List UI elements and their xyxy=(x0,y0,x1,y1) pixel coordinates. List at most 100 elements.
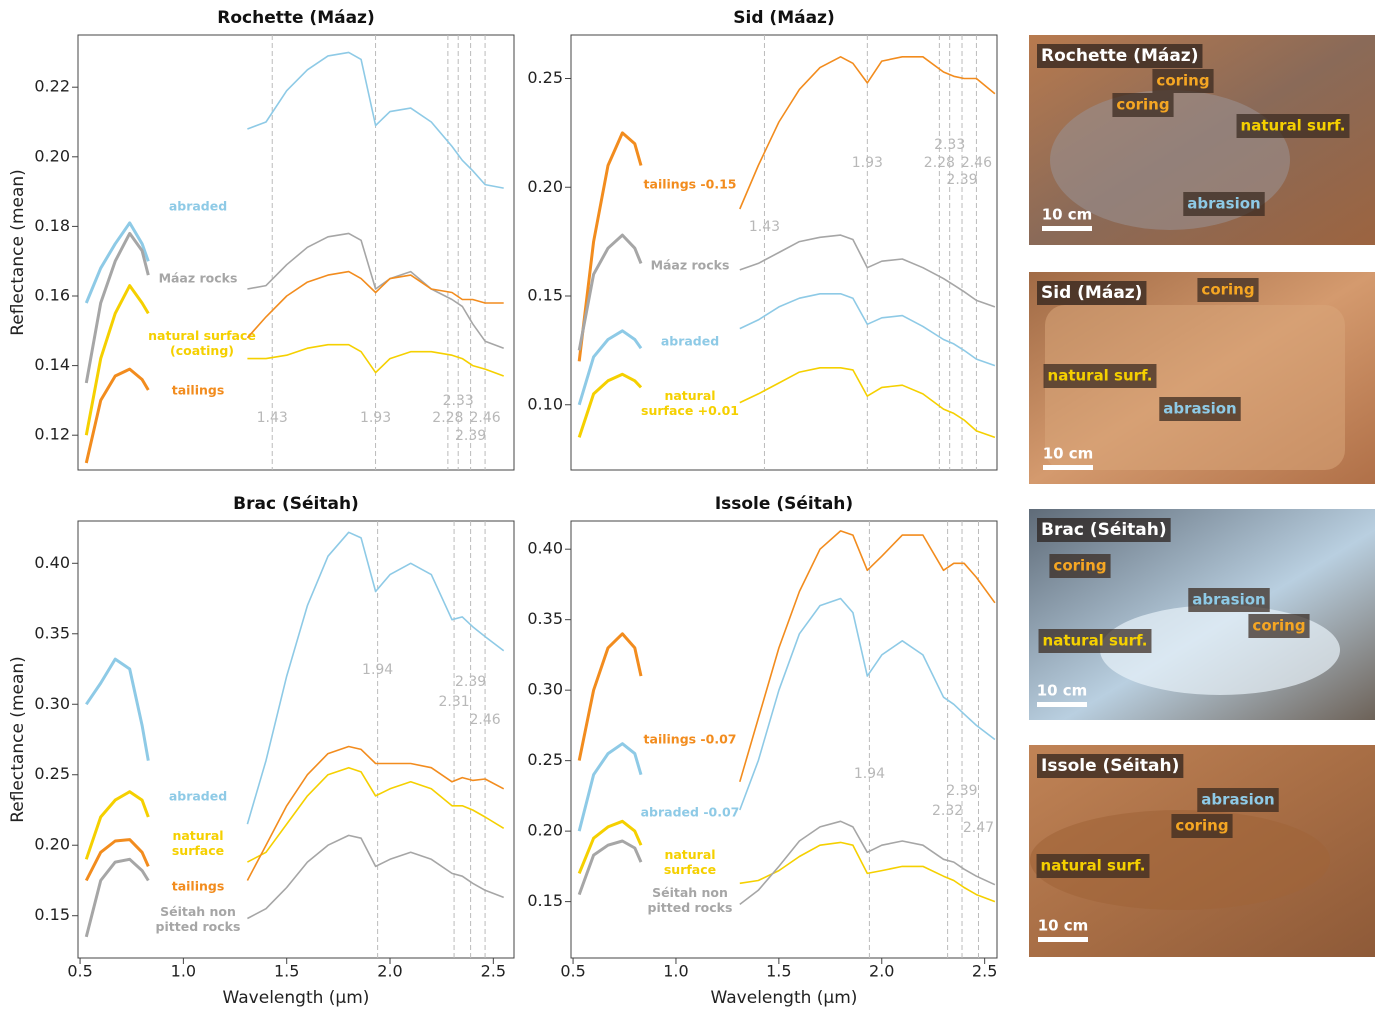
band-label: 2.28 xyxy=(924,155,955,171)
y-tick-label: 0.20 xyxy=(527,177,563,196)
label-box xyxy=(1248,614,1310,638)
spectrum-line xyxy=(84,790,150,860)
label-box xyxy=(1049,554,1111,578)
series-label: Máaz rocks xyxy=(159,271,238,286)
spectrum-line xyxy=(577,329,643,406)
band-label: 2.31 xyxy=(438,694,469,710)
y-tick-label: 0.25 xyxy=(527,750,563,769)
photo-title: Sid (Máaz) xyxy=(1041,283,1142,303)
series-label: abraded xyxy=(169,789,227,804)
label-box xyxy=(1197,278,1259,302)
x-axis-label: Wavelength (µm) xyxy=(711,988,858,1008)
chart-title: Sid (Máaz) xyxy=(733,8,834,28)
spectrum-line xyxy=(84,857,150,938)
spectrum-line xyxy=(739,597,996,811)
band-label: 2.46 xyxy=(469,410,500,426)
spectrum-line xyxy=(247,232,504,349)
y-tick-label: 0.25 xyxy=(34,764,70,783)
label-box xyxy=(1171,814,1233,838)
band-label: 1.93 xyxy=(852,155,883,171)
photo-label: natural surf. xyxy=(1041,857,1146,875)
label-box xyxy=(1236,114,1350,138)
series-label: natural surface xyxy=(664,847,716,877)
plot-frame xyxy=(77,520,515,959)
photo-label: natural surf. xyxy=(1241,117,1346,135)
y-tick-label: 0.15 xyxy=(527,891,563,910)
label-box xyxy=(1043,364,1157,388)
photo-label: natural surf. xyxy=(1048,367,1153,385)
photo-title: Issole (Séitah) xyxy=(1041,756,1179,776)
y-tick-label: 0.35 xyxy=(34,623,70,642)
label-box xyxy=(1188,588,1270,612)
series-label: abraded xyxy=(661,334,719,349)
y-tick-label: 0.30 xyxy=(527,680,563,699)
band-label: 2.47 xyxy=(963,820,994,836)
label-box xyxy=(1159,397,1241,421)
series-label: natural surface (coating) xyxy=(148,328,256,358)
x-tick-label: 2.5 xyxy=(481,962,506,981)
spectrum-line xyxy=(246,270,504,339)
photo-label: natural surf. xyxy=(1043,632,1148,650)
series-label: tailings xyxy=(172,383,225,398)
y-tick-label: 0.22 xyxy=(34,77,70,96)
spectrum-line xyxy=(577,819,643,874)
series-label: abraded xyxy=(169,199,227,214)
label-box xyxy=(1112,93,1174,117)
band-label: 1.93 xyxy=(360,410,391,426)
photo-label: coring xyxy=(1201,281,1254,299)
y-tick-label: 0.20 xyxy=(34,835,70,854)
x-tick-label: 1.5 xyxy=(274,962,299,981)
band-label: 2.28 xyxy=(432,410,463,426)
photo-label: abrasion xyxy=(1163,400,1236,418)
spectrum-line xyxy=(84,231,150,384)
y-tick-label: 0.20 xyxy=(527,821,563,840)
photo-label: abrasion xyxy=(1187,195,1260,213)
chart-title: Rochette (Máaz) xyxy=(217,8,374,28)
spectrum-line xyxy=(577,131,643,362)
band-label: 1.43 xyxy=(749,219,780,235)
spectrum-line xyxy=(247,834,504,920)
photo-label: coring xyxy=(1175,817,1228,835)
band-label: 2.32 xyxy=(932,803,963,819)
plot-frame xyxy=(570,520,998,959)
x-tick-label: 0.5 xyxy=(67,962,92,981)
y-tick-label: 0.16 xyxy=(34,286,70,305)
series-label: abraded -0.07 xyxy=(641,805,740,820)
spectrum-line xyxy=(739,293,996,367)
photo-title: Rochette (Máaz) xyxy=(1041,46,1198,66)
spectrum-line xyxy=(739,820,996,906)
spectrum-line xyxy=(577,632,643,761)
series-label: Máaz rocks xyxy=(651,258,730,273)
photo-label: abrasion xyxy=(1201,791,1274,809)
y-tick-label: 0.30 xyxy=(34,694,70,713)
x-tick-label: 2.0 xyxy=(869,962,894,981)
band-label: 2.33 xyxy=(934,137,965,153)
plot-frame xyxy=(77,34,515,471)
spectrum-line xyxy=(739,56,996,210)
spectrum-line xyxy=(247,766,505,863)
spectrum-line xyxy=(84,838,150,882)
y-tick-label: 0.15 xyxy=(527,286,563,305)
band-label: 1.94 xyxy=(854,766,885,782)
y-axis-label: Reflectance (mean) xyxy=(8,169,28,336)
spectrum-line xyxy=(577,742,643,832)
label-box xyxy=(1037,754,1184,778)
chart-title: Brac (Séitah) xyxy=(233,494,359,514)
series-label: natural surface +0.01 xyxy=(641,388,739,418)
photo-label: coring xyxy=(1053,557,1106,575)
band-label: 2.46 xyxy=(961,155,992,171)
band-label: 1.43 xyxy=(257,410,288,426)
band-label: 1.94 xyxy=(362,662,393,678)
x-tick-label: 1.5 xyxy=(766,962,791,981)
series-label: Séitah non pitted rocks xyxy=(156,904,241,934)
spectrum-line xyxy=(246,531,505,825)
scale-bar xyxy=(1037,702,1087,707)
spectrum-line xyxy=(577,372,643,438)
scale-label: 10 cm xyxy=(1043,445,1094,463)
label-box xyxy=(1183,192,1265,216)
label-box xyxy=(1037,281,1147,305)
band-label: 2.39 xyxy=(455,674,486,690)
y-tick-label: 0.25 xyxy=(527,68,563,87)
spectrum-line xyxy=(84,221,150,304)
